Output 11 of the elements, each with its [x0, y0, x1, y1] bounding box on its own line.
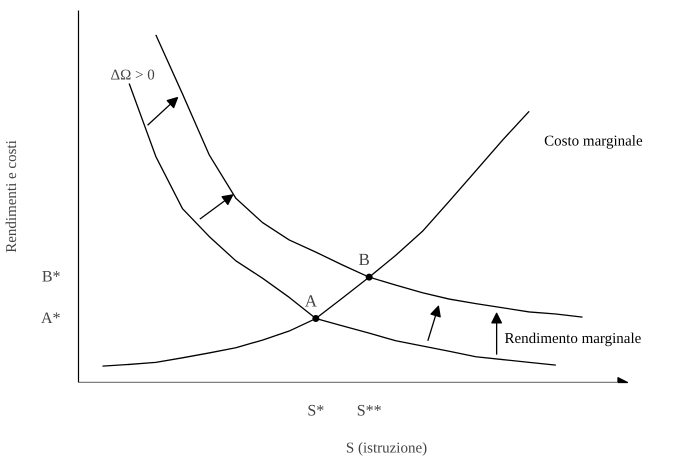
annotation: B: [358, 250, 370, 270]
series-label: Costo marginale: [544, 133, 643, 150]
text: A*: [40, 310, 61, 328]
annotation: A: [304, 292, 318, 311]
x-axis-title: S (istruzione): [346, 440, 428, 456]
legend-label: Rendimento marginale: [504, 331, 642, 348]
text: B*: [42, 268, 60, 286]
x-tick-label: S*: [307, 402, 324, 420]
x-tick-label: S**: [356, 402, 382, 420]
annotation: ΔΩ > 0: [110, 68, 155, 84]
y-axis-title: Rendimenti e costi: [4, 140, 20, 253]
